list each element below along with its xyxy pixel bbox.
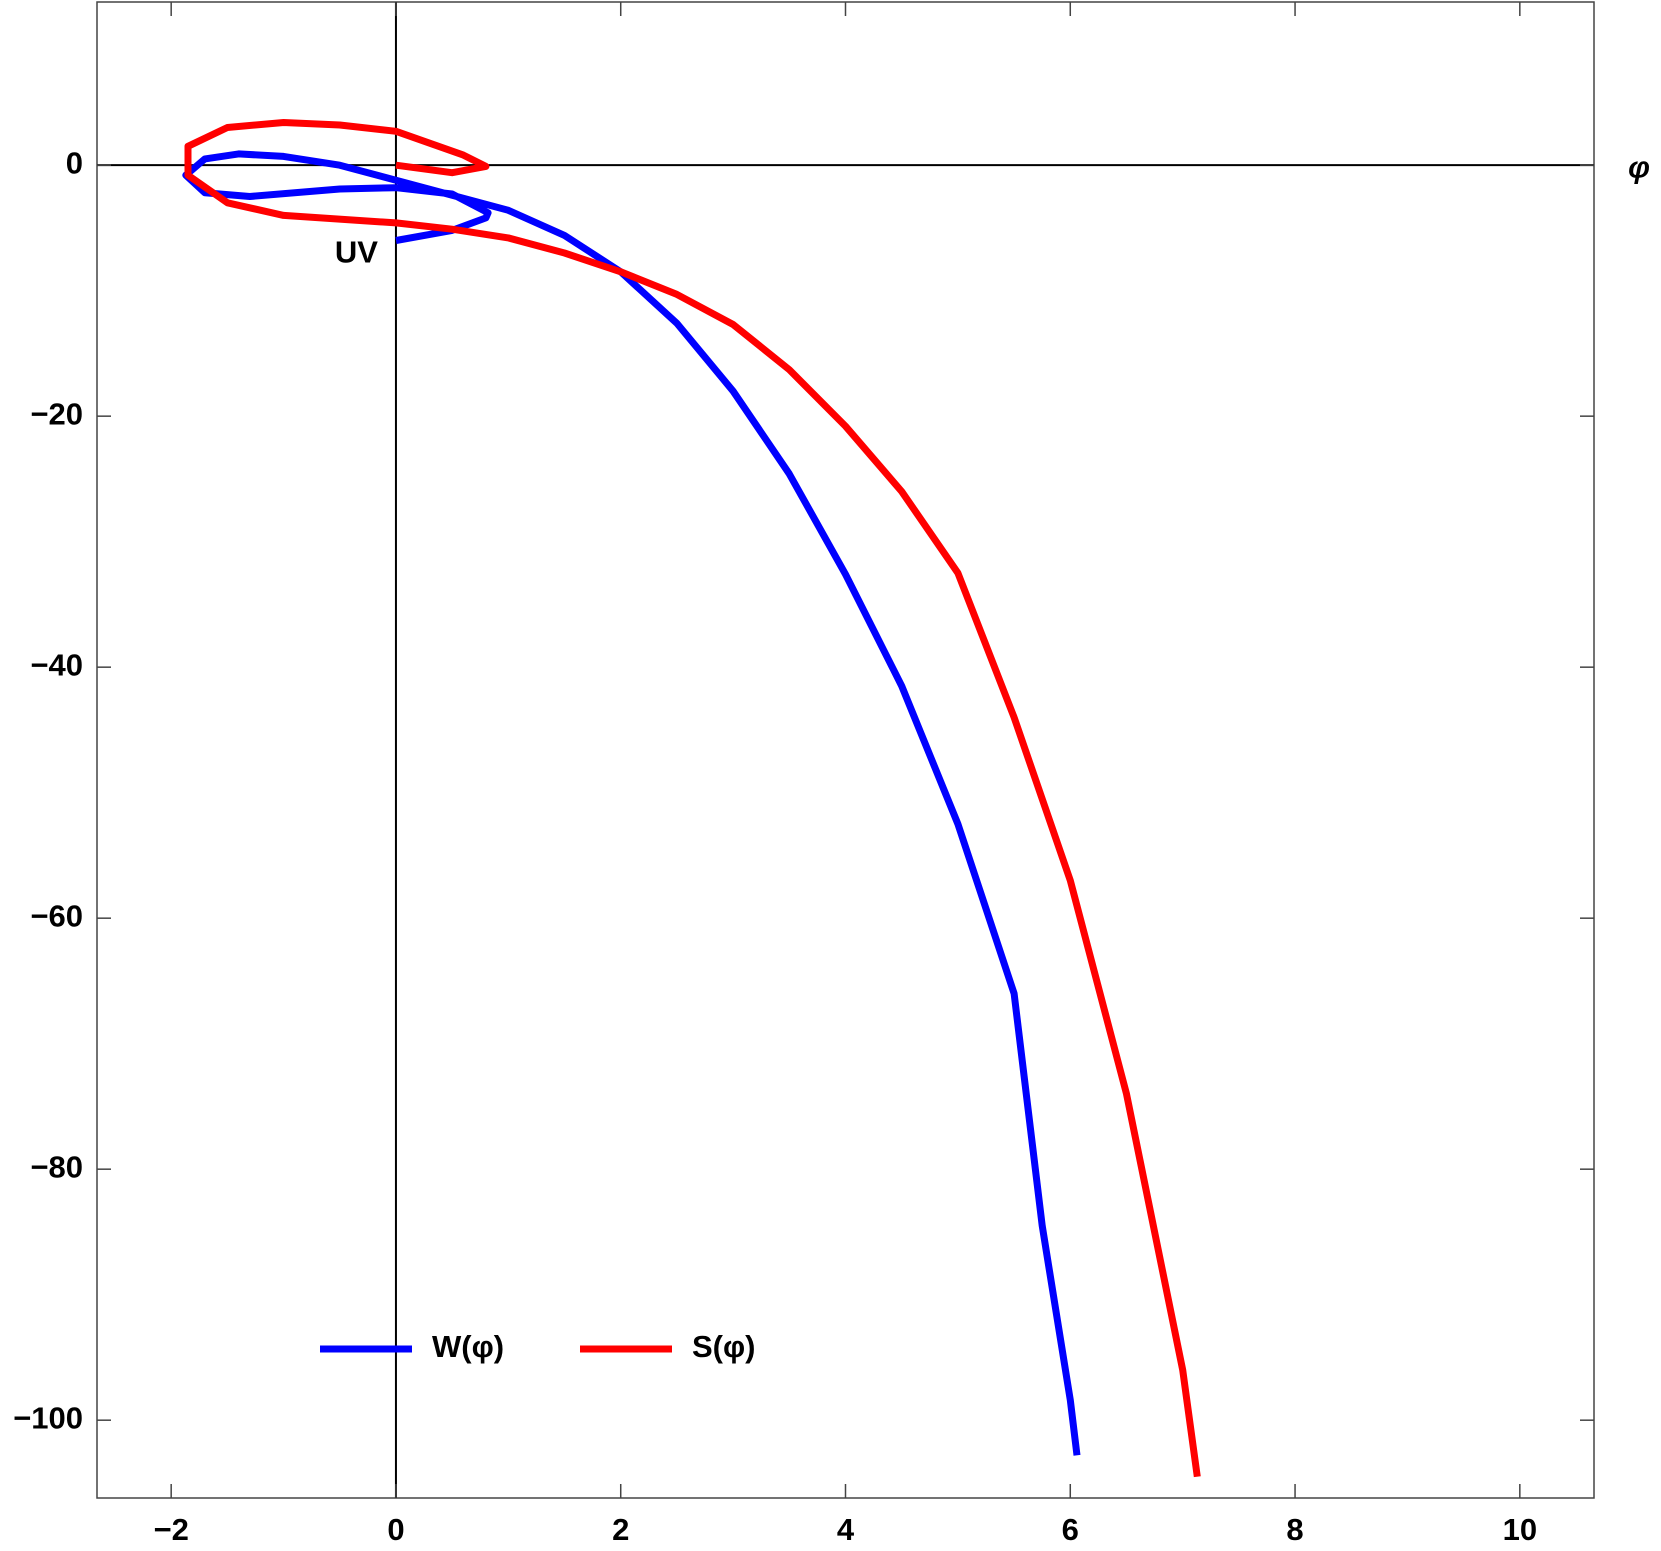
legend-label: S(φ)	[692, 1329, 756, 1364]
plot-frame	[96, 1, 1595, 1499]
y-tick-label: −100	[13, 1400, 83, 1435]
x-tick-label: 10	[1503, 1512, 1537, 1546]
x-tick-label: 0	[387, 1512, 404, 1546]
annotation: UV	[335, 235, 378, 270]
legend-label: W(φ)	[432, 1329, 504, 1364]
y-tick-label: 0	[66, 145, 83, 180]
y-tick-label: −20	[30, 396, 83, 431]
x-axis-label: φ	[1628, 149, 1650, 184]
x-tick-label: 4	[837, 1512, 855, 1546]
x-tick-label: 2	[612, 1512, 629, 1546]
x-tick-label: 6	[1062, 1512, 1079, 1546]
x-tick-label: 8	[1286, 1512, 1303, 1546]
line-series	[182, 150, 1081, 1456]
y-tick-label: −60	[30, 898, 83, 933]
y-tick-label: −80	[30, 1149, 83, 1184]
line-series	[184, 119, 1201, 1478]
x-tick-label: −2	[153, 1512, 188, 1546]
y-tick-label: −40	[30, 647, 83, 682]
